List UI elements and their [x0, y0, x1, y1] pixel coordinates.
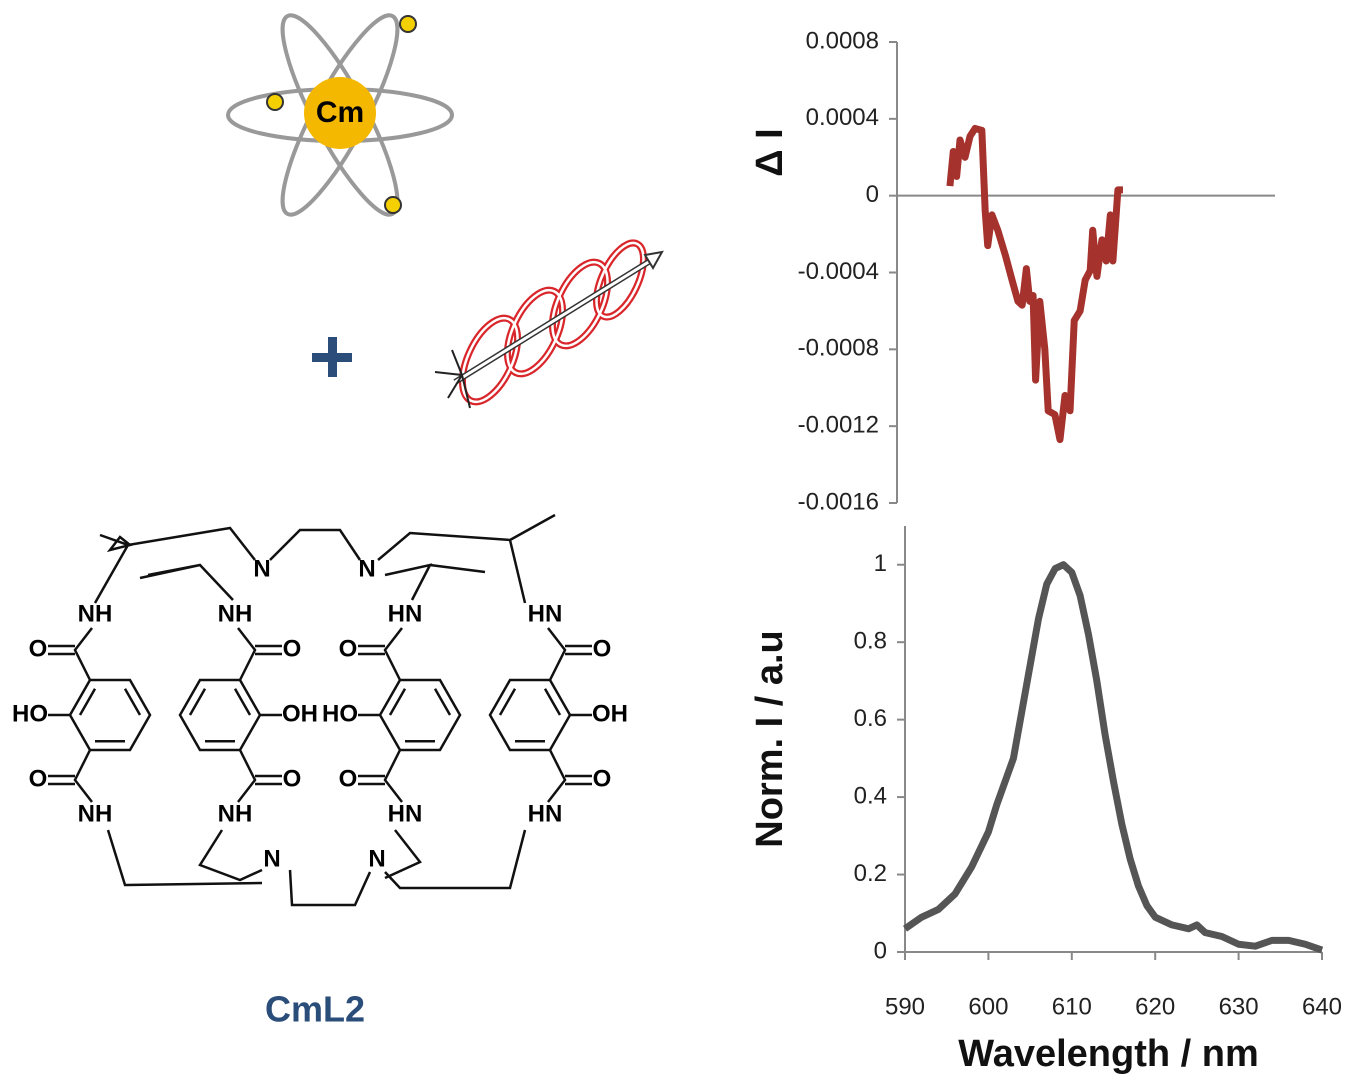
x-tick-label: 640 [1302, 993, 1342, 1020]
atom-label: O [29, 765, 48, 792]
page: Cm CmL2 NHOHOONHNHOOHONHHNOHOOHNHNOOHOHN… [0, 0, 1350, 1089]
chemical-structure [48, 515, 592, 905]
y-tick-label: 0.0004 [806, 104, 879, 131]
x-tick-label: 600 [968, 993, 1008, 1020]
y-tick-label: -0.0004 [798, 258, 879, 285]
y-axis-title: Δ I [749, 128, 791, 176]
benzene-ring [70, 680, 150, 750]
ring-bonds [390, 689, 450, 742]
benzene-ring [490, 680, 570, 750]
atom-label: Cm [316, 96, 364, 129]
y-tick-label: -0.0008 [798, 335, 879, 362]
atom-label: NH [78, 600, 113, 627]
ring-bonds [80, 689, 140, 742]
atom-label: HO [12, 700, 48, 727]
atom-label: HN [528, 800, 563, 827]
atom-label: NH [218, 800, 253, 827]
atom-label: N [368, 845, 385, 872]
atom-label: NH [218, 600, 253, 627]
atom-label: O [593, 635, 612, 662]
atom-label: NH [78, 800, 113, 827]
data-line [950, 128, 1123, 439]
x-tick-label: 620 [1135, 993, 1175, 1020]
atom-label: N [253, 555, 270, 582]
ring-bonds [500, 689, 560, 742]
helix [435, 236, 662, 410]
data-line [905, 565, 1322, 950]
atom-label: HN [388, 800, 423, 827]
figure: Cm CmL2 NHOHOONHNHOOHONHHNOHOOHNHNOOHOHN… [0, 0, 1350, 1084]
atom-label: O [339, 765, 358, 792]
bonds [548, 628, 592, 802]
atom-label: O [593, 765, 612, 792]
atom-label: HN [528, 600, 563, 627]
atom-label: O [283, 635, 302, 662]
y-tick-label: -0.0012 [798, 412, 879, 439]
y-tick-label: 0.8 [854, 628, 887, 655]
bonds [358, 628, 402, 802]
y-tick-label: 0.0008 [806, 27, 879, 54]
y-tick-label: 0 [866, 181, 879, 208]
y-tick-label: 1 [874, 550, 887, 577]
bonds [238, 628, 282, 802]
atom-label: OH [592, 700, 628, 727]
atom-label: O [339, 635, 358, 662]
atom-label: HN [388, 600, 423, 627]
y-tick-label: -0.0016 [798, 488, 879, 515]
y-tick-label: 0.4 [854, 782, 887, 809]
structure-label: CmL2 [265, 989, 365, 1030]
x-tick-label: 630 [1219, 993, 1259, 1020]
bonds [48, 628, 92, 802]
atom-label: O [29, 635, 48, 662]
ring-bonds [190, 689, 250, 742]
x-tick-label: 590 [885, 993, 925, 1020]
atom-label: N [358, 555, 375, 582]
atom-label: OH [282, 700, 318, 727]
y-tick-label: 0.2 [854, 860, 887, 887]
atom-label: N [263, 845, 280, 872]
x-tick-label: 610 [1052, 993, 1092, 1020]
plus-sign [312, 337, 352, 377]
benzene-ring [380, 680, 460, 750]
y-tick-label: 0 [874, 937, 887, 964]
y-axis-title: Norm. I / a.u [749, 630, 791, 847]
benzene-ring [180, 680, 260, 750]
x-axis-title: Wavelength / nm [958, 1033, 1259, 1075]
y-tick-label: 0.6 [854, 705, 887, 732]
atom-label: HO [322, 700, 358, 727]
atom-label: O [283, 765, 302, 792]
